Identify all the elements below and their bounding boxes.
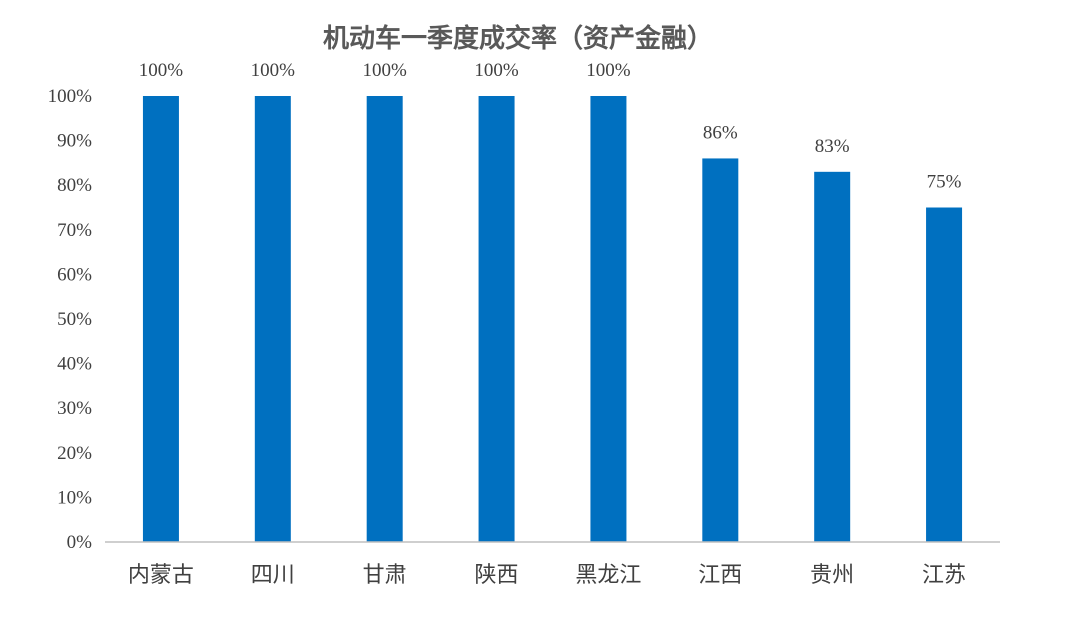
y-axis: 0% 10% 20% 30% 40% 50% 60% 70% 80% 90% 100%: [48, 86, 93, 553]
y-tick-label: 0%: [67, 532, 93, 553]
x-tick-label: 陕西: [475, 563, 519, 588]
bar: [142, 96, 179, 542]
data-label: 100%: [251, 60, 296, 81]
y-tick-label: 60%: [57, 264, 92, 285]
y-tick-label: 10%: [57, 487, 92, 508]
chart-title: 机动车一季度成交率（资产金融）: [323, 23, 713, 54]
data-label: 83%: [815, 136, 850, 157]
x-tick-label: 江苏: [922, 563, 966, 588]
data-label: 100%: [363, 60, 408, 81]
data-label: 86%: [703, 122, 738, 143]
y-tick-label: 20%: [57, 443, 92, 464]
y-tick-label: 90%: [57, 131, 92, 152]
y-tick-label: 70%: [57, 220, 92, 241]
x-tick-label: 四川: [251, 563, 295, 588]
bar: [366, 96, 403, 542]
x-tick-label: 甘肃: [363, 563, 407, 588]
bar: [702, 158, 739, 542]
data-label: 75%: [927, 172, 962, 193]
x-tick-label: 黑龙江: [575, 563, 641, 588]
bar: [814, 171, 851, 542]
bars-group: [142, 96, 963, 542]
bar: [926, 207, 963, 542]
x-tick-label: 内蒙古: [128, 563, 194, 588]
x-tick-label: 江西: [698, 563, 742, 588]
data-labels-group: 100% 100% 100% 100% 100% 86% 83% 75%: [139, 60, 962, 193]
data-label: 100%: [586, 60, 631, 81]
x-axis: 内蒙古 四川 甘肃 陕西 黑龙江 江西 贵州 江苏: [105, 541, 1000, 588]
x-tick-label: 贵州: [810, 563, 854, 588]
data-label: 100%: [139, 60, 184, 81]
y-tick-label: 100%: [48, 86, 93, 107]
bar: [254, 96, 291, 542]
bar: [590, 96, 627, 542]
data-label: 100%: [474, 60, 519, 81]
y-tick-label: 30%: [57, 398, 92, 419]
y-tick-label: 80%: [57, 175, 92, 196]
y-tick-label: 50%: [57, 309, 92, 330]
y-tick-label: 40%: [57, 354, 92, 375]
bar: [478, 96, 515, 542]
